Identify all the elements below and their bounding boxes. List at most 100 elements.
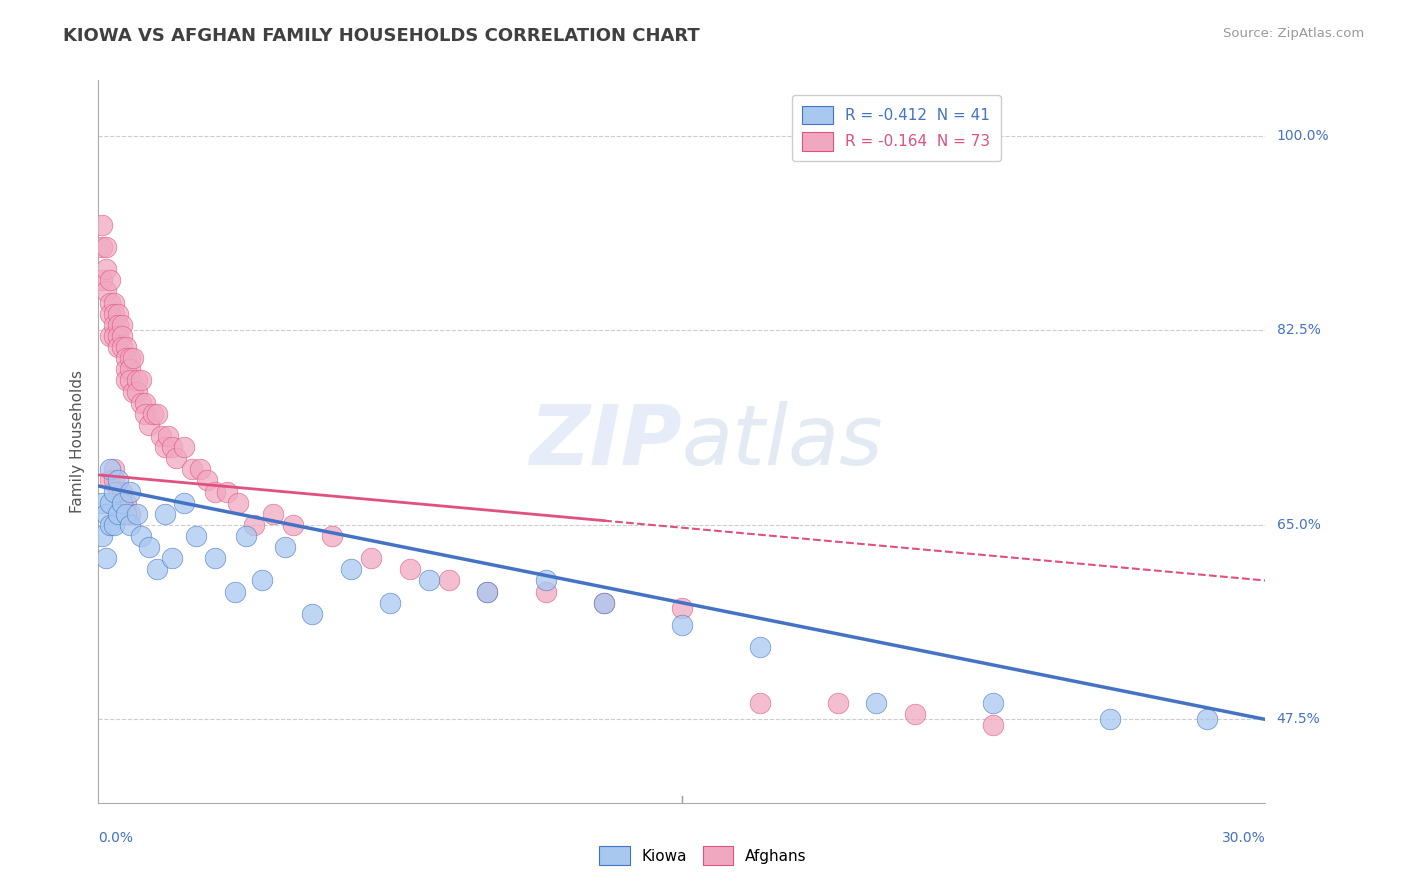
Point [103,474,125,488]
Point [114,351,136,366]
Point [180,462,202,476]
Point [111,496,134,510]
Point [281,517,304,532]
Text: ZIP: ZIP [529,401,682,482]
Text: 0.0%: 0.0% [98,830,134,845]
Point [204,551,226,566]
Text: KIOWA VS AFGHAN FAMILY HOUSEHOLDS CORRELATION CHART: KIOWA VS AFGHAN FAMILY HOUSEHOLDS CORREL… [63,27,700,45]
Point [107,474,129,488]
Point [107,484,129,499]
Point [224,584,246,599]
Point [98,307,121,321]
Point [534,574,557,588]
Point [91,496,114,510]
Point [360,551,382,566]
Text: 82.5%: 82.5% [1277,324,1320,337]
Point [173,496,195,510]
Text: Source: ZipAtlas.com: Source: ZipAtlas.com [1223,27,1364,40]
Point [149,429,172,443]
Point [134,395,156,409]
Point [114,496,136,510]
Point [321,529,343,543]
Point [153,507,176,521]
Point [103,462,125,476]
Point [162,551,184,566]
Point [250,574,273,588]
Point [114,373,136,387]
Point [91,273,114,287]
Point [98,273,121,287]
Point [103,329,125,343]
Point [173,440,195,454]
Point [129,395,152,409]
Point [98,462,121,476]
Point [865,696,887,710]
Point [262,507,284,521]
Text: 100.0%: 100.0% [1277,128,1329,143]
Point [748,640,770,655]
Point [98,496,121,510]
Point [146,407,169,421]
Point [118,507,141,521]
Point [157,429,180,443]
Point [107,318,129,332]
Point [111,329,134,343]
Point [593,596,616,610]
Point [114,340,136,354]
Point [195,474,218,488]
Point [96,507,118,521]
Point [98,295,121,310]
Point [671,618,693,632]
Point [437,574,460,588]
Legend: Kiowa, Afghans: Kiowa, Afghans [593,840,813,871]
Point [188,462,211,476]
Point [1195,713,1218,727]
Text: 47.5%: 47.5% [1277,713,1320,726]
Point [96,285,118,299]
Point [129,529,152,543]
Point [138,417,160,432]
Point [103,517,125,532]
Point [274,540,297,554]
Point [981,696,1004,710]
Point [91,529,114,543]
Point [165,451,187,466]
Text: atlas: atlas [682,401,883,482]
Point [228,496,250,510]
Point [103,307,125,321]
Point [107,340,129,354]
Point [153,440,176,454]
Point [340,562,363,576]
Point [904,706,927,721]
Point [118,373,141,387]
Point [748,696,770,710]
Y-axis label: Family Households: Family Households [69,370,84,513]
Legend: R = -0.412  N = 41, R = -0.164  N = 73: R = -0.412 N = 41, R = -0.164 N = 73 [792,95,1001,161]
Point [142,407,165,421]
Point [134,407,156,421]
Point [91,218,114,232]
Point [111,340,134,354]
Point [96,240,118,254]
Point [204,484,226,499]
Point [671,601,693,615]
Point [96,262,118,277]
Point [107,507,129,521]
Point [103,295,125,310]
Point [103,484,125,499]
Point [127,507,149,521]
Point [827,696,849,710]
Point [129,373,152,387]
Point [215,484,238,499]
Point [98,517,121,532]
Point [114,507,136,521]
Point [477,584,499,599]
Point [103,318,125,332]
Point [91,240,114,254]
Point [127,384,149,399]
Point [118,351,141,366]
Point [118,484,141,499]
Point [534,584,557,599]
Point [243,517,266,532]
Point [235,529,257,543]
